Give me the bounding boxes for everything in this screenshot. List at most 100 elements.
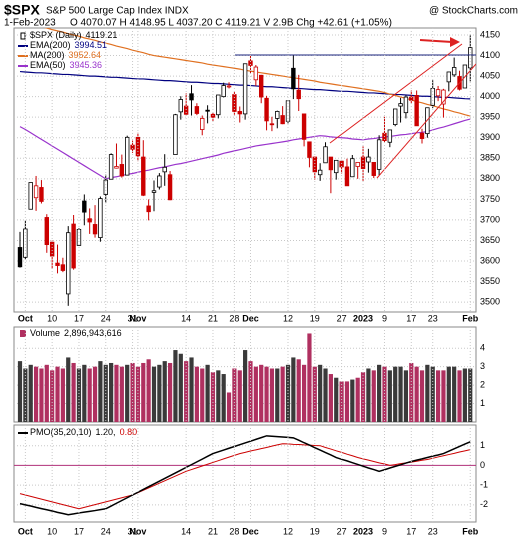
x-tick-label: 31 xyxy=(128,526,138,536)
volume-bar xyxy=(403,370,409,422)
volume-bar xyxy=(216,370,221,422)
legend-entry: MA(200) 3952.64 xyxy=(30,50,101,60)
candle-body xyxy=(28,182,33,210)
volume-bar xyxy=(60,368,65,422)
volume-bar xyxy=(146,359,151,422)
legend-icon xyxy=(20,32,26,40)
candle-body xyxy=(280,115,285,125)
volume-bar xyxy=(125,364,130,422)
candle-body xyxy=(183,105,189,115)
candle-body xyxy=(350,158,355,178)
quote: O 4070.07 H 4148.95 L 4037.20 C 4119.21 … xyxy=(70,18,392,29)
candle-body xyxy=(307,141,312,158)
candle-body xyxy=(194,106,200,114)
volume-bar xyxy=(66,357,71,422)
legend-value: 3952.64 xyxy=(69,50,102,60)
volume-bar xyxy=(253,366,258,422)
x-tick-label: Nov xyxy=(129,526,146,536)
y-tick-label: 3500 xyxy=(480,297,500,307)
y-tick-label: 4 xyxy=(480,343,485,353)
x-tick-label: 10 xyxy=(47,526,57,536)
volume-bar xyxy=(76,368,82,422)
pmo-legend: PMO(35,20,10) 1.20, 0.80 xyxy=(30,427,137,437)
candle-body xyxy=(403,96,409,114)
volume-bar xyxy=(114,364,119,422)
x-tick-label: Feb xyxy=(462,313,479,323)
candle-body xyxy=(173,114,178,155)
y-tick-label: 3700 xyxy=(480,214,500,224)
candle-body xyxy=(23,228,28,258)
candle-body xyxy=(237,111,242,115)
x-tick-label: Oct xyxy=(18,313,33,323)
volume-bar xyxy=(55,366,60,422)
volume-bar xyxy=(328,374,333,422)
legend-name: EMA(50) xyxy=(30,60,66,70)
volume-bar xyxy=(339,381,344,422)
x-tick-label: Nov xyxy=(129,313,146,323)
x-tick-label: 12 xyxy=(283,526,293,536)
annotations xyxy=(235,37,476,179)
x-tick-label: 24 xyxy=(101,313,111,323)
y-tick-label: 4000 xyxy=(480,91,500,101)
y-tick-label: -1 xyxy=(480,480,488,490)
volume-bar xyxy=(167,362,173,422)
y-tick-label: 4150 xyxy=(480,29,500,39)
volume-bar xyxy=(318,364,323,422)
volume-bar xyxy=(414,366,419,422)
volume-bar xyxy=(184,361,189,422)
arrow-shaft xyxy=(419,39,453,43)
candle-body xyxy=(387,129,393,143)
candle-body xyxy=(33,185,39,199)
candle-body xyxy=(178,99,183,113)
candle-body xyxy=(441,89,446,105)
candle-body xyxy=(66,232,71,295)
volume-bar xyxy=(366,368,371,422)
volume-bar xyxy=(194,366,199,422)
y-tick-label: 3900 xyxy=(480,132,500,142)
y-tick-label: 3800 xyxy=(480,173,500,183)
volume-bar xyxy=(409,362,414,422)
candle-body xyxy=(264,97,269,122)
candle-body xyxy=(60,264,66,271)
candle-body xyxy=(301,113,307,140)
watermark: @ StockCharts.com xyxy=(429,6,518,17)
channel-lower xyxy=(376,63,476,179)
candle-body xyxy=(398,103,403,107)
x-tick-label: 21 xyxy=(208,526,218,536)
volume-bar xyxy=(178,353,183,422)
x-tick-label: 14 xyxy=(181,526,191,536)
candle-body xyxy=(366,156,371,163)
x-tick-label: 28 xyxy=(229,526,239,536)
candle-body xyxy=(334,159,339,174)
y-tick-label: 3750 xyxy=(480,194,500,204)
legend-value: 3994.51 xyxy=(75,40,108,50)
volume-bar xyxy=(307,333,312,422)
x-tick-label: 10 xyxy=(47,313,57,323)
y-tick-label: -2 xyxy=(480,499,488,509)
y-tick-label: 3650 xyxy=(480,235,500,245)
candle-body xyxy=(446,71,451,83)
candle-body xyxy=(125,136,130,176)
legend-entry: EMA(200) 3994.51 xyxy=(30,40,107,50)
candle-body xyxy=(371,161,376,176)
volume-bar xyxy=(334,377,339,422)
candle-body xyxy=(92,224,98,235)
volume-bar xyxy=(355,377,360,422)
candle-body xyxy=(419,132,425,139)
volume-bar xyxy=(344,381,350,422)
volume-bar xyxy=(269,368,275,422)
y-tick-label: 1 xyxy=(480,440,485,450)
volume-bar xyxy=(248,361,253,422)
candle-body xyxy=(328,156,334,171)
candle-body xyxy=(17,247,23,268)
volume-bar xyxy=(135,366,141,422)
pmo-line xyxy=(19,435,471,516)
volume-bar xyxy=(393,366,398,422)
volume-bar xyxy=(312,366,317,422)
candle-body xyxy=(430,88,435,106)
x-tick-label: 21 xyxy=(208,313,218,323)
volume-bar xyxy=(243,350,248,422)
